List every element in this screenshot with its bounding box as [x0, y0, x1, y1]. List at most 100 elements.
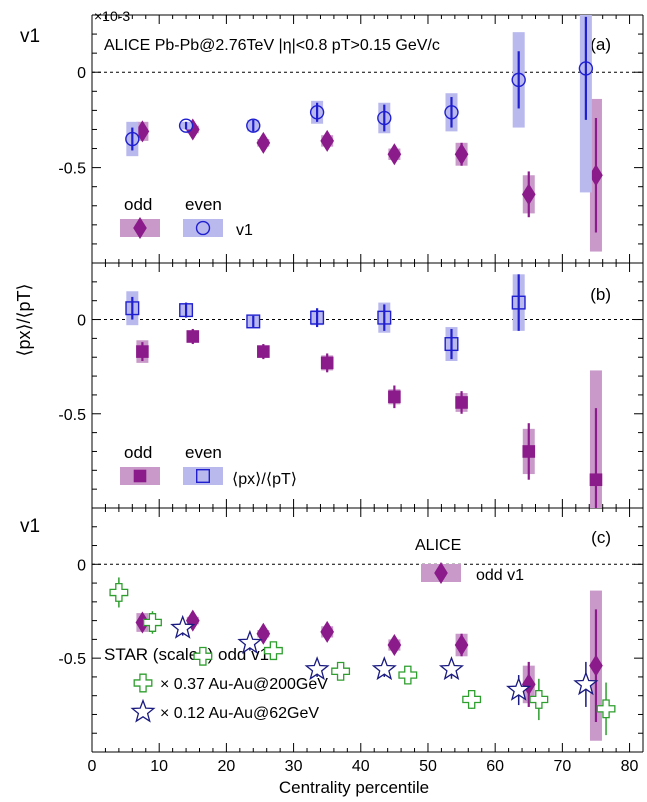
- legend-c-star-62: × 0.12 Au-Au@62GeV: [160, 705, 319, 722]
- panel-a-annotation: ALICE Pb-Pb@2.76TeV |η|<0.8 pT>0.15 GeV/…: [104, 37, 440, 54]
- panel-a: v1 ×10-3 ALICE Pb-Pb@2.76TeV |η|<0.8 pT>…: [20, 8, 611, 239]
- legend-swatch: [183, 467, 223, 485]
- data-point: [125, 131, 140, 147]
- data-point: [371, 656, 397, 681]
- panel-a-ylabel: v1: [20, 26, 40, 47]
- data-point: [506, 676, 532, 701]
- data-point: [438, 656, 465, 681]
- data-point: [125, 301, 140, 316]
- data-point: [511, 72, 526, 88]
- data-point: [377, 110, 392, 126]
- y-tick-label: -0.5: [58, 407, 86, 424]
- data-point: [454, 634, 469, 657]
- legend-swatch: [421, 562, 461, 584]
- panel-b: ⟨px⟩/⟨pT⟩ (b) odd even ⟨px⟩/⟨pT⟩: [14, 283, 611, 488]
- x-tick-label: 40: [352, 758, 370, 775]
- legend-b-odd-label: odd: [124, 443, 152, 462]
- data-point: [596, 699, 616, 719]
- data-point: [304, 656, 330, 681]
- legend-swatch: [120, 217, 160, 239]
- data-point: [578, 61, 594, 76]
- data-point: [246, 314, 261, 329]
- x-tick-label: 80: [621, 758, 639, 775]
- legend-c-star-200: × 0.37 Au-Au@200GeV: [160, 676, 328, 693]
- y-tick-label: 0: [77, 65, 86, 82]
- x-tick-label: 10: [150, 758, 168, 775]
- data-point: [462, 689, 482, 709]
- data-point: [136, 345, 149, 358]
- legend-b-quantity: ⟨px⟩/⟨pT⟩: [232, 471, 297, 488]
- axes-panel-2: 0 -0.5: [58, 507, 644, 753]
- data-point: [589, 164, 603, 187]
- panel-c-ylabel: v1: [20, 516, 40, 537]
- y-tick-label: -0.5: [58, 651, 86, 668]
- data-point: [444, 337, 459, 352]
- data-point: [444, 105, 459, 120]
- x-tick-label: 70: [553, 758, 571, 775]
- data-point: [186, 330, 200, 343]
- legend-marker: [133, 469, 147, 483]
- legend-b-even-label: even: [185, 443, 222, 462]
- panel-c: v1 (c) ALICE odd v1 STAR (scaled) odd v1…: [20, 516, 611, 722]
- data-point: [256, 131, 271, 154]
- data-point: [109, 583, 129, 602]
- x-tick-label: 50: [419, 758, 437, 775]
- data-point: [179, 303, 194, 318]
- data-point: [331, 661, 351, 681]
- panel-a-label: (a): [590, 35, 611, 54]
- y-tick-label: 0: [77, 557, 86, 574]
- data-panel-0: [125, 15, 603, 252]
- data-point: [246, 118, 261, 133]
- legend-band: [183, 467, 223, 485]
- legend-marker-star62: [130, 698, 156, 723]
- legend-swatch: [183, 219, 223, 237]
- x-tick-label: 30: [285, 758, 303, 775]
- data-point: [263, 641, 283, 661]
- data-point: [573, 671, 599, 696]
- data-point: [178, 118, 194, 133]
- data-point: [521, 183, 536, 206]
- data-point: [135, 611, 150, 634]
- legend-marker: [195, 220, 211, 236]
- data-point: [310, 310, 325, 325]
- legend-a-quantity: v1: [236, 222, 253, 239]
- data-panel-1: [125, 274, 603, 508]
- legend-c-alice-title: ALICE: [415, 537, 461, 554]
- legend-marker: [133, 217, 147, 239]
- legend-marker: [434, 562, 448, 584]
- data-point: [529, 689, 549, 709]
- data-point: [143, 613, 162, 632]
- legend-c-star-title: STAR (scaled) odd v1: [104, 645, 269, 664]
- data-point: [237, 629, 263, 654]
- legend-marker-star200: [133, 673, 153, 693]
- data-point: [309, 105, 325, 120]
- data-point: [377, 310, 392, 325]
- panel-a-scale-label: ×10-3: [94, 8, 130, 24]
- data-point: [320, 129, 335, 152]
- x-axis-label: Centrality percentile: [279, 778, 429, 797]
- data-panel-2: [109, 577, 616, 741]
- legend-a-odd-label: odd: [124, 195, 152, 214]
- panel-c-label: (c): [591, 528, 611, 547]
- chart-marks: 0 -0.5 0 -0.5 0 -0.5 0 10 20 30 40 50 60 70 80: [58, 14, 644, 775]
- legend-marker: [195, 469, 210, 484]
- data-point: [170, 614, 196, 639]
- data-point: [388, 390, 401, 404]
- data-point: [522, 445, 536, 458]
- data-point: [589, 654, 603, 677]
- data-point: [387, 634, 402, 657]
- data-point: [454, 143, 469, 166]
- x-tick-label: 0: [88, 758, 97, 775]
- y-tick-label: 0: [77, 313, 86, 330]
- data-point: [398, 665, 418, 685]
- data-point: [257, 345, 270, 358]
- panel-b-ylabel: ⟨px⟩/⟨pT⟩: [14, 283, 34, 356]
- data-point: [387, 143, 402, 166]
- legend-band: [183, 219, 223, 237]
- data-point: [320, 356, 334, 370]
- data-point: [455, 396, 468, 409]
- data-point: [511, 295, 526, 310]
- x-tick-label: 20: [217, 758, 235, 775]
- data-point: [521, 673, 536, 696]
